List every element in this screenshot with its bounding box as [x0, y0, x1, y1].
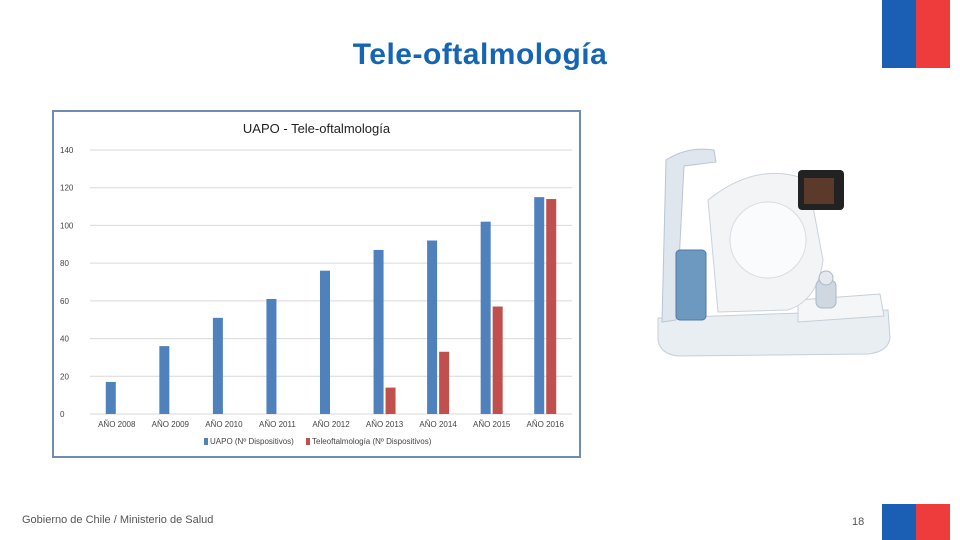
flag-logo-top: [882, 0, 950, 68]
bar-uapo: [212, 317, 223, 414]
x-tick-label: AÑO 2012: [312, 420, 350, 429]
x-tick-label: AÑO 2011: [259, 420, 296, 429]
x-tick-label: AÑO 2009: [152, 420, 190, 429]
legend-swatch: [204, 438, 208, 445]
bar-uapo: [534, 197, 545, 414]
bar-uapo: [266, 298, 277, 414]
y-tick-label: 100: [60, 221, 74, 230]
bar-uapo: [320, 270, 330, 414]
flag-logo-bottom: [882, 504, 950, 540]
y-tick-label: 140: [60, 146, 74, 155]
y-tick-label: 40: [60, 335, 69, 344]
bar-uapo: [159, 346, 170, 414]
bar-uapo: [427, 240, 438, 414]
x-tick-label: AÑO 2010: [205, 420, 243, 429]
bar-teleoftalmologia: [385, 387, 396, 414]
y-tick-label: 120: [60, 184, 74, 193]
y-tick-label: 80: [60, 259, 69, 268]
bar-uapo: [480, 221, 491, 414]
footer-text: Gobierno de Chile / Ministerio de Salud: [22, 514, 214, 526]
x-tick-label: AÑO 2015: [473, 420, 511, 429]
x-tick-label: AÑO 2008: [98, 420, 136, 429]
y-tick-label: 60: [60, 297, 69, 306]
bar-uapo: [373, 249, 384, 414]
legend-label-uapo: UAPO (Nº Dispositivos): [210, 437, 294, 446]
y-tick-label: 0: [60, 410, 65, 419]
slide-title: Tele-oftalmología: [352, 38, 608, 71]
y-tick-label: 20: [60, 372, 69, 381]
x-tick-label: AÑO 2016: [527, 420, 565, 429]
x-tick-label: AÑO 2013: [366, 420, 404, 429]
retinal-camera-image: [657, 148, 891, 357]
bar-teleoftalmologia: [492, 306, 503, 414]
chart-title: UAPO - Tele-oftalmología: [242, 121, 391, 136]
bar-teleoftalmologia: [546, 199, 557, 414]
bar-teleoftalmologia: [439, 351, 450, 414]
x-tick-label: AÑO 2014: [419, 420, 457, 429]
page-number: 18: [852, 516, 865, 528]
chart-container: UAPO - Tele-oftalmología 0 20 40 60 80 100 120…: [52, 110, 581, 458]
bar-uapo: [105, 381, 116, 414]
legend-label-teleoftalmologia: Teleoftalmología (Nº Dispositivos): [312, 437, 432, 446]
bar-chart: 0 20 40 60 80 100 120 140 AÑO 2008 AÑO 2009 AÑO 20…: [60, 146, 572, 446]
legend-swatch: [306, 438, 310, 445]
